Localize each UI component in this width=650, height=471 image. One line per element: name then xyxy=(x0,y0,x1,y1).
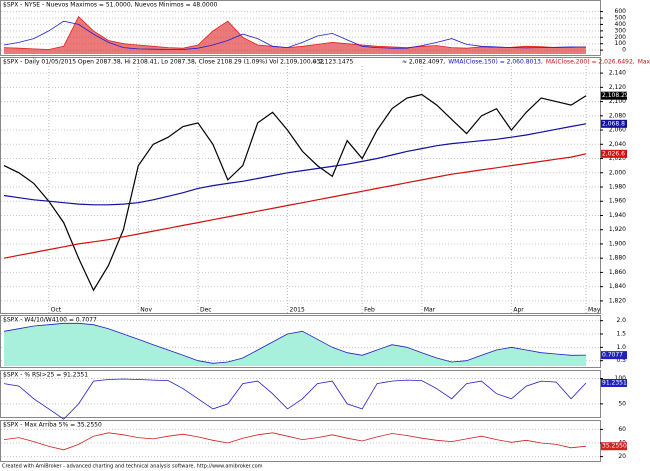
series-line xyxy=(3,153,587,259)
series-line xyxy=(3,16,587,50)
panel-frame xyxy=(0,370,601,418)
y-tick-label: 1,980 xyxy=(609,184,626,191)
x-tick-label: Feb xyxy=(364,307,375,314)
value-label: 91.2351 xyxy=(602,379,627,386)
series-line xyxy=(3,432,587,451)
series-line xyxy=(3,378,587,420)
annotation: MA(Close,200) = 2,026.6492, xyxy=(546,59,635,66)
annotation: ≈ 2,123.1475 xyxy=(312,59,353,66)
y-tick-label: 1,960 xyxy=(609,198,626,205)
area xyxy=(4,16,586,54)
y-tick-label: 1,820 xyxy=(609,297,626,304)
y-tick-label: 1.0 xyxy=(616,344,626,351)
area xyxy=(4,323,586,366)
value-label-box xyxy=(601,351,627,360)
panel-frame xyxy=(0,315,601,368)
y-tick-label: 2.0 xyxy=(616,317,626,324)
y-tick-label: 2,080 xyxy=(609,112,626,119)
value-label-box xyxy=(601,378,627,387)
y-tick-label: 600 xyxy=(615,8,627,15)
series-line xyxy=(3,20,587,50)
y-tick-label: 1,900 xyxy=(609,240,626,247)
y-tick-label: 1,880 xyxy=(609,255,626,262)
value-label: 35.2550 xyxy=(602,443,627,450)
panel-frame xyxy=(0,0,601,56)
value-label-box xyxy=(601,119,627,128)
y-tick-label: 500 xyxy=(615,15,627,22)
x-tick-label: May xyxy=(588,307,601,314)
x-tick-label: 2015 xyxy=(290,307,305,314)
value-label: 2,068.8 xyxy=(602,120,625,127)
y-tick-label: 2,140 xyxy=(609,70,626,77)
value-label-box xyxy=(601,149,627,158)
panel-title: $SPX - W4/10/W4100 = 0.7077 xyxy=(3,317,97,324)
y-tick-label: 1.5 xyxy=(616,331,626,338)
y-tick-label: 0 xyxy=(622,47,626,54)
value-label: 0.7077 xyxy=(602,352,623,359)
series-line xyxy=(3,322,587,364)
y-tick-label: 2,060 xyxy=(609,127,626,134)
y-tick-label: 300 xyxy=(615,27,627,34)
y-tick-label: 100 xyxy=(615,375,627,382)
value-label-box xyxy=(601,442,627,451)
series-line xyxy=(3,93,587,292)
y-tick-label: 1,860 xyxy=(609,269,626,276)
x-tick-label: Apr xyxy=(513,307,524,314)
y-tick-label: 2,040 xyxy=(609,141,626,148)
y-tick-label: 20 xyxy=(618,453,626,460)
y-tick-label: 400 xyxy=(615,21,627,28)
annotation: ≈ 2,082.4097, xyxy=(402,59,445,66)
y-tick-label: 60 xyxy=(618,426,626,433)
y-tick-label: 2,020 xyxy=(609,155,626,162)
value-label: 2,026.6 xyxy=(602,150,625,157)
y-tick-label: 2,000 xyxy=(609,169,626,176)
y-tick-label: 2,100 xyxy=(609,98,626,105)
y-tick-label: 1,940 xyxy=(609,212,626,219)
panel-title: $SPX - Daily 01/05/2015 Open 2087.38, Hi… xyxy=(3,59,324,66)
y-tick-label: 50 xyxy=(618,400,626,407)
annotation: Maximo = 2 xyxy=(638,59,650,66)
panel-title: $SPX - Max Arriba 5% = 35.2550 xyxy=(3,422,102,429)
y-tick-label: 200 xyxy=(615,34,627,41)
x-tick-label: Nov xyxy=(140,307,152,314)
y-tick-label: 0.5 xyxy=(616,357,626,364)
panel-title: $SPX - % RSI>25 = 91.2351 xyxy=(3,372,88,379)
x-tick-label: Mar xyxy=(424,307,436,314)
annotation: WMA(Close,150) = 2,060.8013, xyxy=(448,59,543,66)
y-tick-label: 2,120 xyxy=(609,84,626,91)
x-tick-label: Dec xyxy=(200,307,212,314)
value-label: 2,108.29 xyxy=(602,92,629,99)
footer: Created with AmiBroker - advanced charti… xyxy=(2,464,263,470)
y-tick-label: 1,840 xyxy=(609,283,626,290)
y-tick-label: 100 xyxy=(615,40,627,47)
panel-frame xyxy=(0,420,601,462)
value-label-box xyxy=(601,91,627,100)
panel-frame xyxy=(0,57,601,314)
y-tick-label: 1,920 xyxy=(609,226,626,233)
x-tick-label: Oct xyxy=(51,307,62,314)
panel-title: $SPX - NYSE - Nuevos Maximos = 51.0000, … xyxy=(3,2,218,9)
series-line xyxy=(3,123,587,206)
